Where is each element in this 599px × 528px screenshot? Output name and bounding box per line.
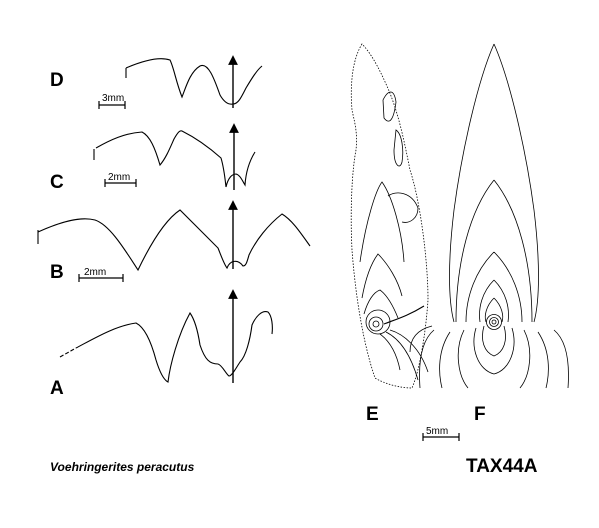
scale-bar-d: 3mm: [98, 93, 126, 109]
whorl-f-4: [484, 297, 504, 323]
whorl-f-5: [491, 319, 497, 325]
species-caption: Voehringerites peracutus: [50, 460, 195, 474]
whorl-e-2: [393, 129, 404, 167]
whorl-e-3: [387, 192, 419, 223]
scale-bar-b: 2mm: [78, 267, 124, 282]
suture-line-b: [37, 209, 311, 272]
panel-e: E: [350, 43, 429, 425]
whorl-f-2: [465, 251, 523, 323]
whorl-f-12: [419, 329, 569, 389]
specimen-code: TAX44A: [466, 456, 538, 477]
scale-label-b: 2mm: [84, 267, 106, 278]
shell-outline-e: [350, 43, 429, 389]
whorl-f-6: [489, 317, 499, 327]
panel-label-e: E: [366, 404, 379, 425]
scale-label-ef: 5mm: [426, 426, 448, 437]
whorl-e-6: [363, 289, 399, 319]
shell-outline-f: [449, 43, 539, 323]
whorl-e-10: [379, 333, 401, 371]
panel-b: B 2mm: [37, 200, 311, 283]
whorl-f-3: [479, 279, 509, 323]
whorl-f-1: [455, 179, 533, 323]
whorl-e-7: [372, 320, 380, 328]
panel-c: C 2mm: [50, 123, 256, 193]
whorl-f-7: [486, 314, 502, 330]
panel-label-f: F: [474, 404, 486, 425]
suture-line-a-solid: [75, 311, 273, 383]
panel-label-d: D: [50, 70, 64, 91]
whorl-e-5: [361, 253, 403, 299]
whorl-f-10: [457, 329, 531, 389]
suture-line-d: [125, 58, 263, 105]
siphuncle-e: [383, 305, 425, 325]
whorl-f-8: [482, 325, 506, 357]
whorl-f-13: [409, 325, 433, 353]
suture-line-a: [59, 347, 77, 358]
scale-label-d: 3mm: [102, 93, 124, 104]
panel-label-b: B: [50, 262, 64, 283]
scale-bar-c: 2mm: [104, 172, 137, 187]
whorl-e-1: [382, 91, 397, 122]
suture-line-c: [93, 130, 256, 188]
whorl-e-4: [359, 181, 405, 263]
scale-label-c: 2mm: [108, 172, 130, 183]
scale-bar-ef: 5mm: [422, 426, 460, 441]
panel-label-c: C: [50, 172, 64, 193]
whorl-f-9: [473, 327, 515, 375]
whorl-e-8: [368, 316, 384, 332]
panel-d: D 3mm: [50, 55, 263, 109]
panel-label-a: A: [50, 378, 64, 399]
panel-a: A: [50, 289, 273, 399]
whorl-f-11: [439, 331, 549, 389]
panel-f: F: [409, 43, 569, 425]
whorl-e-11: [385, 331, 419, 381]
